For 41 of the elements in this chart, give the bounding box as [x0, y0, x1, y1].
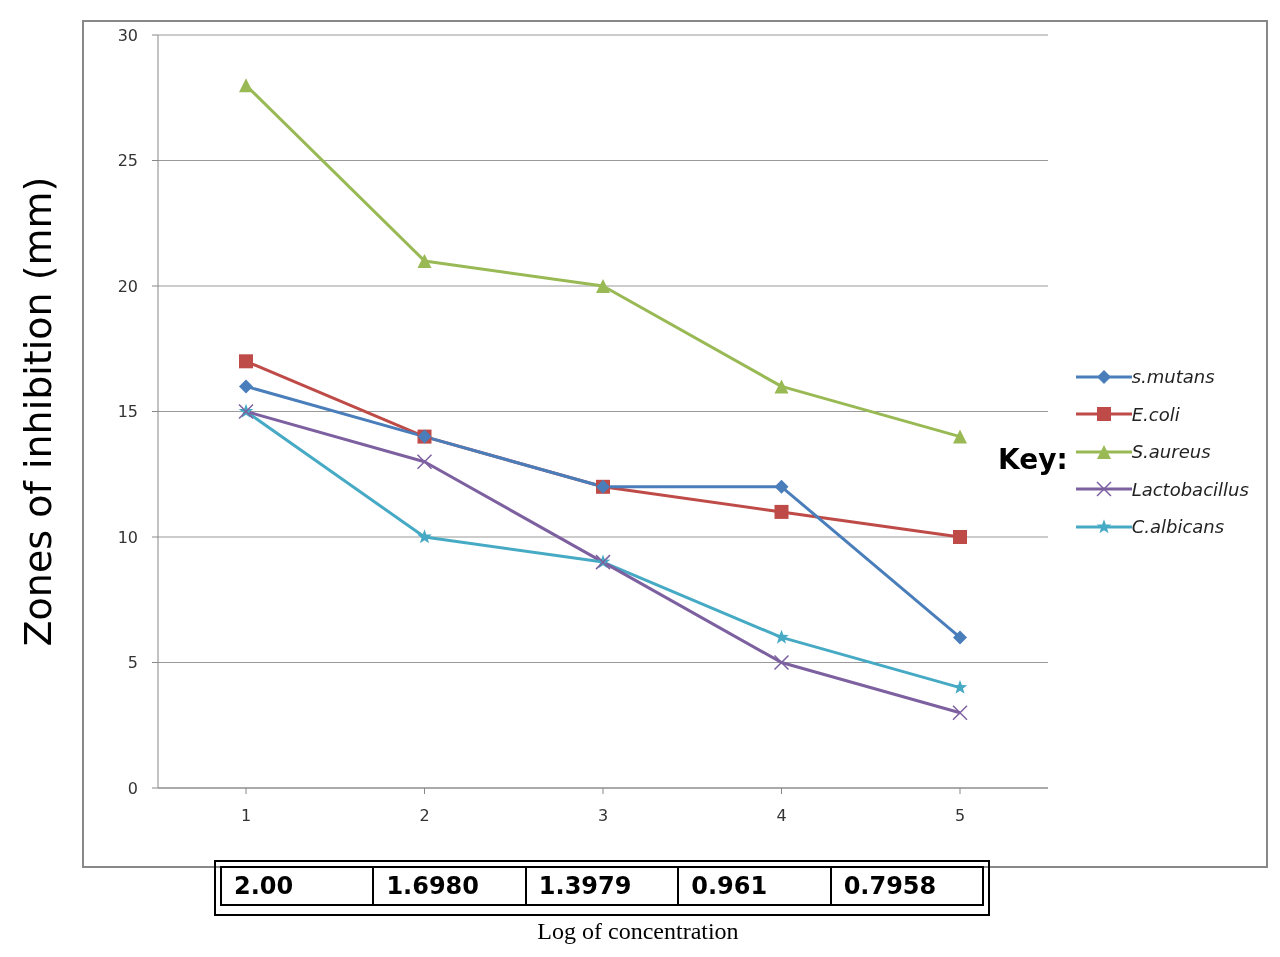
text: 1.6980: [372, 868, 525, 904]
y-tick-label: 25: [117, 151, 138, 171]
y-tick-label: 0: [127, 778, 138, 798]
x-tick-label: 1: [240, 806, 252, 826]
point: [417, 529, 432, 544]
point: [416, 453, 433, 470]
legend-title: Key:: [998, 443, 1068, 477]
y-tick-label: 15: [117, 402, 138, 422]
legend-label: S.aureus: [1131, 441, 1211, 463]
point: [596, 279, 610, 293]
x-axis-title: Log of concentration: [536, 918, 740, 945]
point: [774, 479, 789, 494]
x-tick-label: 3: [597, 806, 609, 826]
point: [953, 630, 967, 645]
legend-label: C.albicans: [1131, 516, 1225, 538]
point: [953, 429, 967, 444]
point: [417, 253, 432, 268]
y-axis-title: Zones of inhibition (mm): [16, 176, 61, 647]
point: [239, 354, 253, 369]
legend-label: s.mutans: [1131, 366, 1215, 388]
point: [952, 704, 968, 721]
x-tick-label: 4: [776, 806, 787, 826]
point: [773, 654, 790, 671]
y-tick-label: 30: [117, 25, 138, 45]
y-tick-label: 5: [127, 653, 138, 673]
point: [774, 504, 789, 519]
x-tick-label: 5: [954, 806, 966, 826]
point: [953, 530, 967, 544]
y-tick-label: 20: [117, 276, 138, 296]
y-tick-label: 10: [117, 527, 138, 547]
point: [239, 78, 253, 93]
text: 1.3979: [524, 868, 678, 904]
text: 0.7958: [829, 868, 983, 904]
text: 0.961: [677, 868, 830, 904]
point: [774, 379, 789, 394]
point: [239, 379, 253, 394]
legend-label: E.coli: [1131, 403, 1180, 425]
x-tick-label: 2: [419, 806, 430, 826]
point: [774, 629, 789, 644]
text: 2.00: [233, 871, 295, 902]
legend-label: Lactobacillus: [1131, 478, 1249, 500]
